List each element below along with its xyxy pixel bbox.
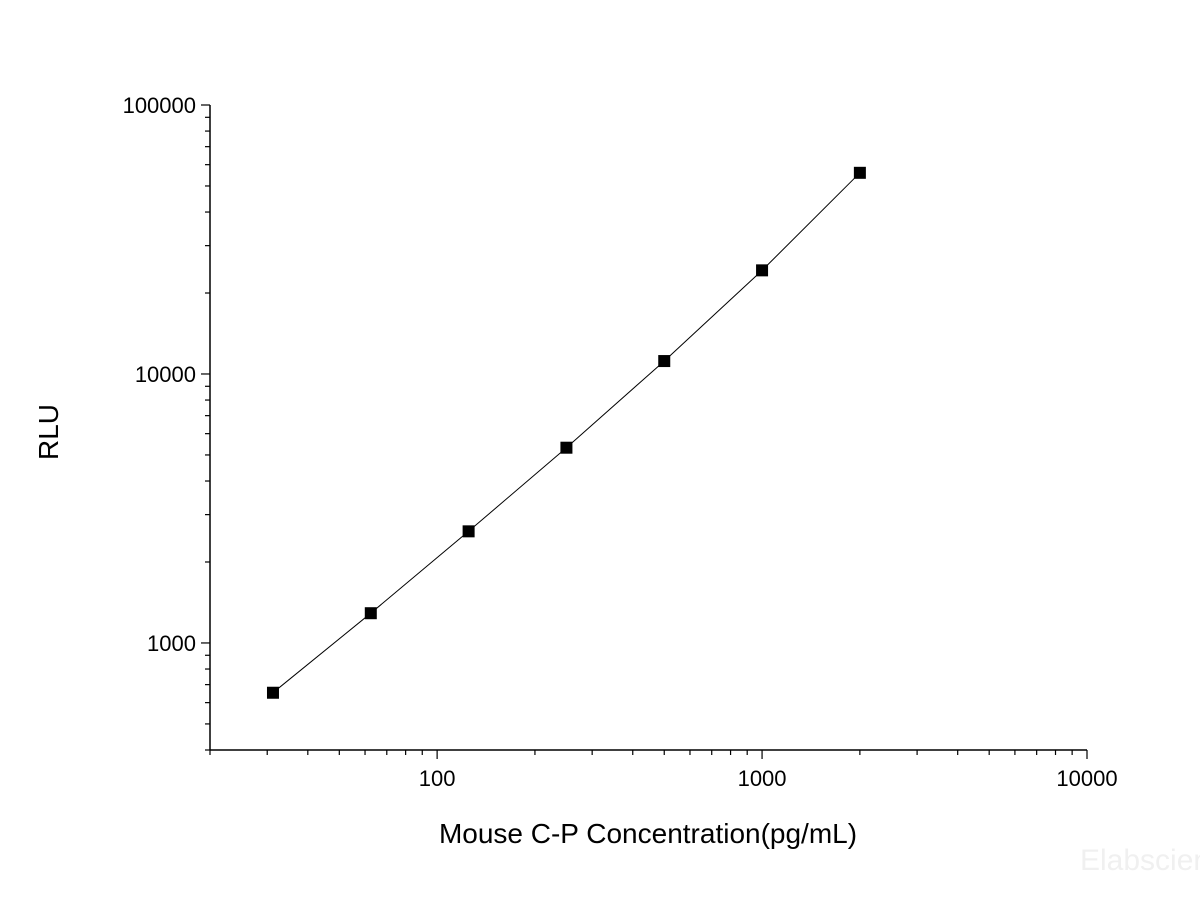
data-point bbox=[462, 525, 475, 538]
data-point bbox=[364, 607, 377, 620]
axes bbox=[209, 105, 1087, 751]
x-axis-title: Mouse C-P Concentration(pg/mL) bbox=[439, 818, 857, 849]
y-axis-title: RLU bbox=[33, 404, 64, 460]
data-point bbox=[853, 166, 866, 179]
series bbox=[266, 166, 866, 699]
data-point bbox=[560, 441, 573, 454]
x-tick-label: 10000 bbox=[1056, 766, 1117, 791]
watermark: Elabscience bbox=[1080, 844, 1200, 877]
data-point bbox=[756, 264, 769, 277]
data-point bbox=[266, 686, 279, 699]
y-tick-label: 10000 bbox=[135, 362, 196, 387]
y-tick-label: 100000 bbox=[123, 93, 196, 118]
ticks: 100 1000 10000 1000 10000 100000 bbox=[123, 93, 1118, 791]
y-tick-label: 1000 bbox=[147, 631, 196, 656]
x-tick-label: 1000 bbox=[738, 766, 787, 791]
x-tick-label: 100 bbox=[419, 766, 456, 791]
series-line bbox=[272, 172, 861, 694]
data-point bbox=[658, 355, 671, 368]
